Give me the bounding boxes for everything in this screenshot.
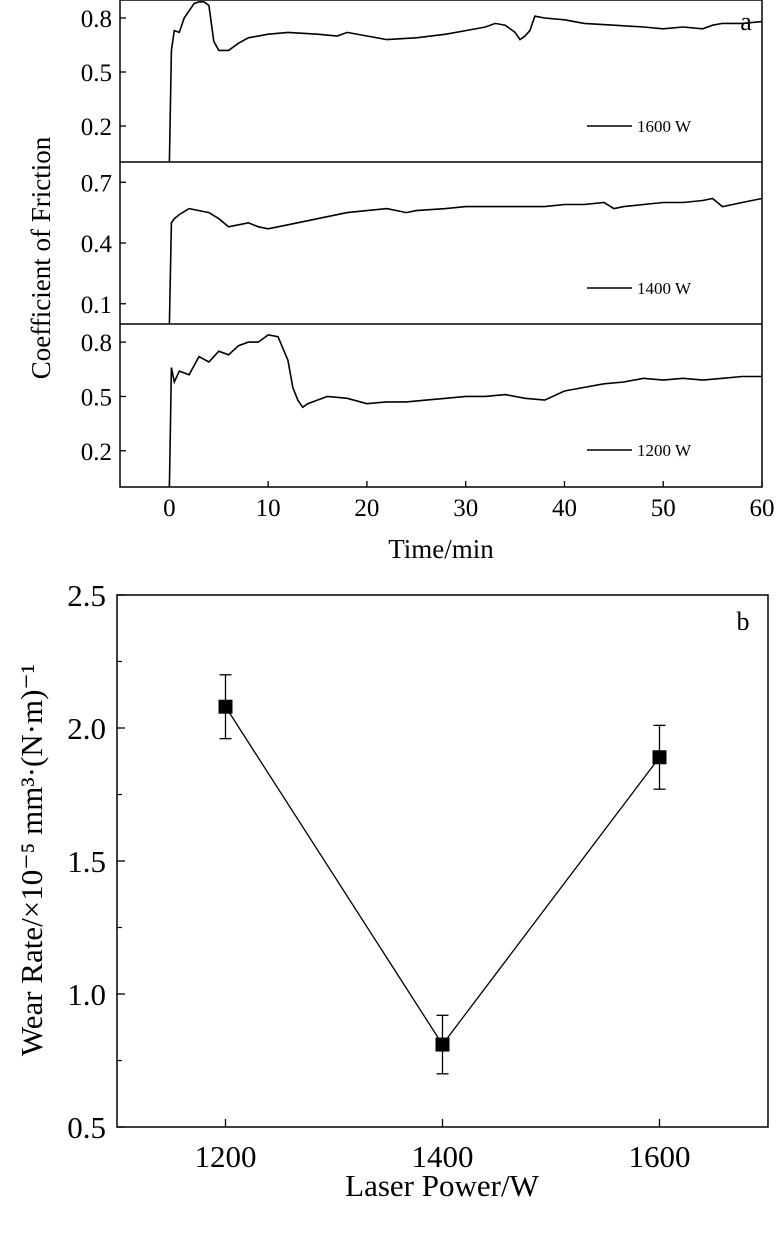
- y-tick-label: 0.8: [81, 330, 112, 357]
- x-tick-label: 1200: [195, 1139, 257, 1174]
- x-axis-label-time: Time/min: [388, 534, 494, 564]
- x-tick-label: 60: [750, 495, 775, 522]
- y-tick-label: 2.0: [67, 711, 106, 746]
- friction-panel-1600w: 0.2 0.5 0.8 1600 W: [81, 0, 763, 163]
- data-point: [218, 699, 233, 714]
- y-tick-label: 0.4: [81, 231, 113, 258]
- y-tick-label: 0.8: [81, 6, 112, 33]
- x-tick-label: 40: [552, 495, 577, 522]
- x-tick-label: 20: [354, 495, 379, 522]
- y-axis-label-wear-rate: Wear Rate/×10⁻⁵ mm³·(N·m)⁻¹: [14, 664, 49, 1056]
- y-tick-label: 0.5: [81, 60, 112, 87]
- y-tick-label: 0.5: [67, 1110, 106, 1145]
- x-tick-label: 0: [163, 495, 176, 522]
- wear-rate-line: [224, 706, 661, 1046]
- friction-series-1400w: [168, 197, 763, 325]
- legend-label-1200w: 1200 W: [637, 441, 692, 460]
- data-point: [652, 750, 667, 765]
- y-axis-label-friction: Coefficient of Friction: [26, 136, 56, 379]
- panel-label-b: b: [737, 607, 750, 636]
- friction-plot-frame: [119, 0, 763, 488]
- x-tick-label: 30: [453, 495, 478, 522]
- y-tick-label: 0.5: [81, 384, 112, 411]
- y-tick-label: 2.5: [67, 578, 106, 613]
- x-tick-label: 10: [256, 495, 281, 522]
- y-tick-label: 1.5: [67, 844, 106, 879]
- data-point: [435, 1037, 450, 1052]
- y-tick-label: 0.7: [81, 170, 112, 197]
- y-tick-label: 1.0: [67, 977, 106, 1012]
- y-tick-label: 0.2: [81, 114, 112, 141]
- y-tick-label: 0.2: [81, 439, 112, 466]
- friction-panel-1200w: 0.2 0.5 0.8 1200 W: [81, 330, 762, 488]
- legend-label-1600w: 1600 W: [637, 117, 692, 136]
- friction-series-1200w: [168, 334, 762, 488]
- y-tick-label: 0.1: [81, 292, 112, 319]
- x-axis-label-laser-power: Laser Power/W: [345, 1168, 539, 1203]
- wear-rate-chart: 0.5 1.0 1.5 2.0 2.5 1200 1400 1600 b Laser Pow…: [14, 578, 769, 1203]
- x-tick-label: 50: [651, 495, 676, 522]
- x-tick-label: 1600: [629, 1139, 691, 1174]
- x-tick-label: 1400: [412, 1139, 474, 1174]
- friction-series-1600w: [168, 0, 763, 163]
- legend-label-1400w: 1400 W: [637, 279, 692, 298]
- panel-label-a: a: [740, 7, 752, 36]
- friction-panel-1400w: 0.1 0.4 0.7 1400 W: [81, 170, 763, 325]
- friction-chart: 0.2 0.5 0.8 1600 W 0.1 0.4 0.7 1400 W 0.2 0.5 0.8 1…: [26, 0, 775, 564]
